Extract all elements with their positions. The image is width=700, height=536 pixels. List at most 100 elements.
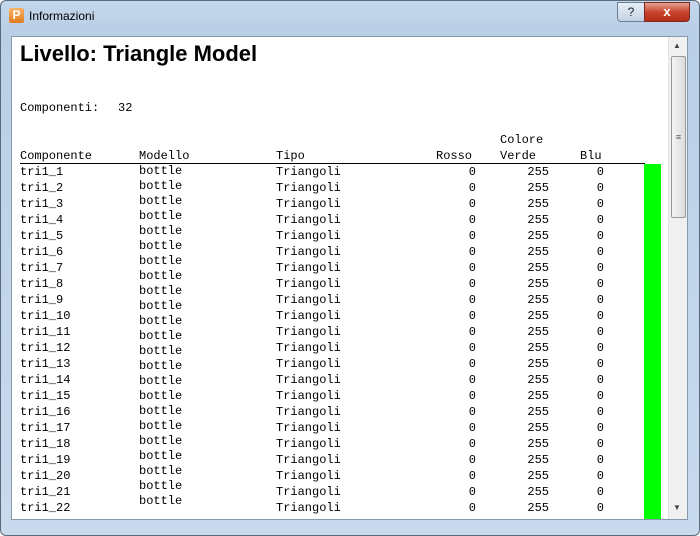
scroll-down-icon[interactable]: ▼ [673,503,681,512]
row-red: 0 [468,213,476,227]
row-red: 0 [468,245,476,259]
row-blue: 0 [596,405,604,419]
row-blue: 0 [596,245,604,259]
row-model: bottle [139,494,183,508]
scroll-up-icon[interactable]: ▲ [673,41,681,50]
row-blue: 0 [596,277,604,291]
row-blue: 0 [596,437,604,451]
row-model: bottle [139,164,183,178]
row-red: 0 [468,389,476,403]
row-green: 255 [527,213,549,227]
app-icon: P [9,8,24,23]
row-red: 0 [468,357,476,371]
row-type: Triangoli [276,229,341,243]
row-component: tri1_19 [20,453,71,467]
header-green: Verde [500,149,537,163]
close-button[interactable]: x [644,2,690,22]
row-red: 0 [468,469,476,483]
row-model: bottle [139,434,183,448]
row-component: tri1_9 [20,293,64,307]
row-model: bottle [139,389,183,403]
row-model: bottle [139,299,183,313]
row-green: 255 [527,437,549,451]
row-green: 255 [527,469,549,483]
scrollbar-thumb[interactable]: ≡ [671,56,686,218]
row-model: bottle [139,284,183,298]
row-red: 0 [468,229,476,243]
row-red: 0 [468,261,476,275]
row-blue: 0 [596,453,604,467]
row-model: bottle [139,194,183,208]
row-green: 255 [527,277,549,291]
help-button[interactable]: ? [617,2,645,22]
row-green: 255 [527,261,549,275]
row-model: bottle [139,344,183,358]
row-model: bottle [139,449,183,463]
row-model: bottle [139,479,183,493]
row-red: 0 [468,197,476,211]
row-green: 255 [527,181,549,195]
color-swatch [644,164,661,519]
row-type: Triangoli [276,245,341,259]
row-blue: 0 [596,357,604,371]
row-model: bottle [139,419,183,433]
row-blue: 0 [596,485,604,499]
row-component: tri1_8 [20,277,64,291]
row-component: tri1_10 [20,309,71,323]
row-blue: 0 [596,261,604,275]
row-type: Triangoli [276,405,341,419]
row-red: 0 [468,293,476,307]
row-type: Triangoli [276,389,341,403]
vertical-scrollbar[interactable]: ▲ ≡ ▼ [668,37,687,519]
row-model: bottle [139,254,183,268]
row-blue: 0 [596,213,604,227]
row-type: Triangoli [276,197,341,211]
row-blue: 0 [596,501,604,515]
row-green: 255 [527,389,549,403]
row-type: Triangoli [276,373,341,387]
row-blue: 0 [596,469,604,483]
components-count: 32 [118,101,133,115]
row-type: Triangoli [276,181,341,195]
header-red: Rosso [436,149,473,163]
header-component: Componente [20,149,93,163]
row-red: 0 [468,341,476,355]
row-green: 255 [527,453,549,467]
info-content: Livello: Triangle Model Componenti: 32 C… [12,37,668,519]
row-model: bottle [139,404,183,418]
row-component: tri1_15 [20,389,71,403]
row-green: 255 [527,421,549,435]
row-type: Triangoli [276,437,341,451]
row-model: bottle [139,224,183,238]
row-red: 0 [468,309,476,323]
row-type: Triangoli [276,325,341,339]
row-type: Triangoli [276,165,341,179]
row-blue: 0 [596,389,604,403]
info-panel: Livello: Triangle Model Componenti: 32 C… [11,36,688,520]
row-model: bottle [139,329,183,343]
components-label: Componenti: [20,101,100,115]
row-red: 0 [468,485,476,499]
row-blue: 0 [596,197,604,211]
row-component: tri1_5 [20,229,64,243]
row-model: bottle [139,464,183,478]
row-component: tri1_14 [20,373,71,387]
row-red: 0 [468,373,476,387]
row-red: 0 [468,325,476,339]
row-green: 255 [527,309,549,323]
row-component: tri1_1 [20,165,64,179]
row-component: tri1_16 [20,405,71,419]
row-green: 255 [527,325,549,339]
row-component: tri1_13 [20,357,71,371]
row-green: 255 [527,293,549,307]
row-type: Triangoli [276,421,341,435]
row-model: bottle [139,179,183,193]
row-green: 255 [527,485,549,499]
row-green: 255 [527,165,549,179]
row-component: tri1_22 [20,501,71,515]
row-blue: 0 [596,181,604,195]
row-component: tri1_12 [20,341,71,355]
row-blue: 0 [596,293,604,307]
row-red: 0 [468,165,476,179]
